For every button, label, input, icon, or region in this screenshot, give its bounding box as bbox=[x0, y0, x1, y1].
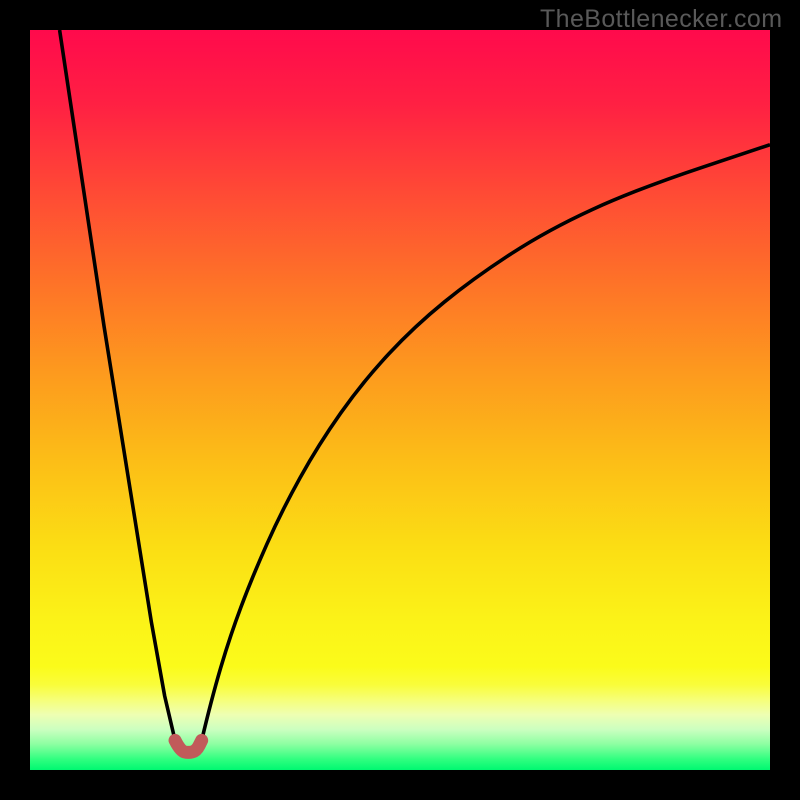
chart-gradient-background bbox=[30, 30, 770, 770]
bottleneck-chart bbox=[0, 0, 800, 800]
watermark-link[interactable]: TheBottlenecker.com bbox=[540, 5, 782, 34]
chart-stage: TheBottlenecker.com bbox=[0, 0, 800, 800]
